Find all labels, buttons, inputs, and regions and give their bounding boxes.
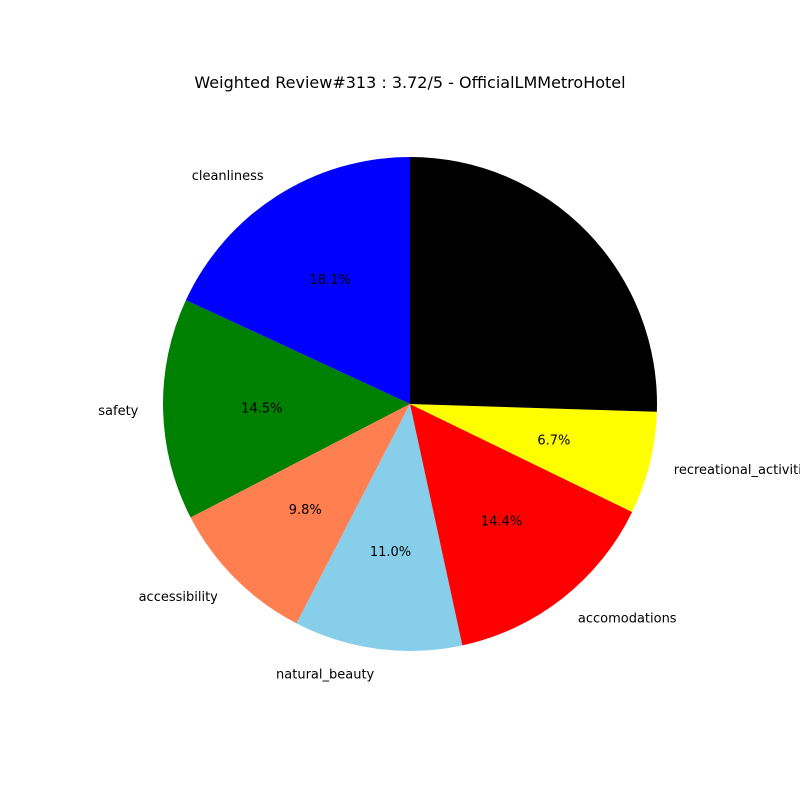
- pie-slices: [163, 157, 657, 651]
- pct-label-recreational_activities: 6.7%: [537, 434, 570, 449]
- pct-label-safety: 14.5%: [241, 401, 282, 416]
- pie-slice-cleanliness: [185, 157, 410, 404]
- slice-label-cleanliness: cleanliness: [192, 169, 264, 184]
- pct-label-natural_beauty: 11.0%: [370, 545, 411, 560]
- slice-label-safety: safety: [98, 404, 138, 419]
- pct-label-accessibility: 9.8%: [289, 503, 322, 518]
- pct-label-cleanliness: 18.1%: [310, 273, 351, 288]
- pie-slice-safety: [163, 300, 410, 518]
- slice-label-natural_beauty: natural_beauty: [276, 667, 375, 682]
- pie-slice-natural_beauty: [296, 404, 463, 651]
- pie-slice-accomodations: [410, 404, 633, 646]
- chart-title: Weighted Review#313 : 3.72/5 - OfficialL…: [194, 73, 625, 92]
- pie-slice-unlabeled: [410, 157, 657, 412]
- pct-label-accomodations: 14.4%: [481, 515, 522, 530]
- slice-label-accessibility: accessibility: [139, 590, 219, 605]
- pie-labels: cleanliness 18.1% safety 14.5% accessibility…: [98, 169, 800, 682]
- pie-slice-accessibility: [190, 404, 410, 624]
- slice-label-recreational_activities: recreational_activities: [674, 463, 800, 478]
- slice-label-accomodations: accomodations: [578, 612, 677, 627]
- pie-slice-recreational_activities: [410, 404, 657, 512]
